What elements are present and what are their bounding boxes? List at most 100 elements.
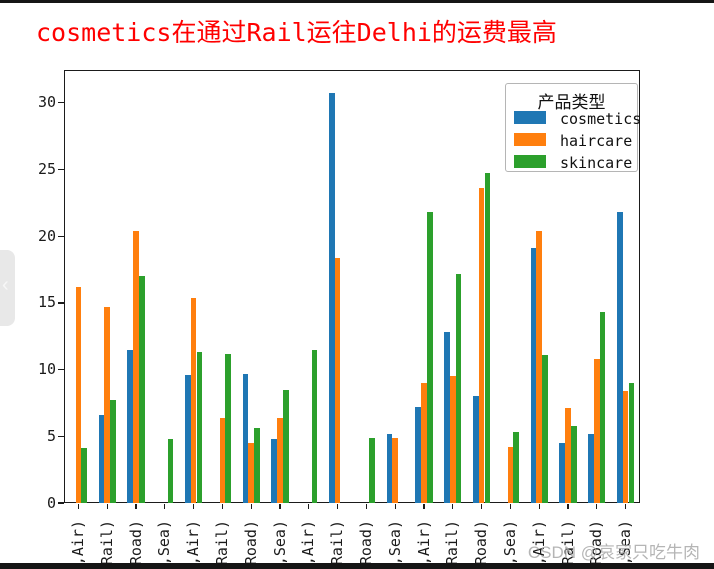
legend-title: 产品类型 xyxy=(537,93,606,113)
bar-skincare-4 xyxy=(167,439,174,503)
x-tick xyxy=(337,504,339,509)
x-tick-label-text: ,Road) xyxy=(126,520,145,569)
legend-label-cosmetics: cosmetics xyxy=(560,110,642,128)
y-tick-label: 20 xyxy=(37,226,56,245)
x-tick xyxy=(193,504,195,509)
x-tick-label-text: ,Road) xyxy=(356,520,375,569)
legend-label-skincare: skincare xyxy=(560,154,633,172)
y-tick-label: 10 xyxy=(37,360,56,379)
bar-cosmetics-5 xyxy=(184,374,191,503)
x-tick xyxy=(596,504,598,509)
bar-haircare-5 xyxy=(190,297,197,503)
bar-haircare-15 xyxy=(478,188,485,503)
bar-haircare-1 xyxy=(75,286,82,503)
x-tick-label: ,Sea) xyxy=(616,517,663,565)
bar-haircare-13 xyxy=(421,382,427,503)
bar-cosmetics-12 xyxy=(386,433,393,503)
bar-haircare-19 xyxy=(593,358,600,503)
bar-cosmetics-19 xyxy=(588,433,594,503)
watermark: CSDN @哀家只吃牛肉 xyxy=(527,543,700,562)
x-tick xyxy=(625,504,627,509)
chart-legend: 产品类型 cosmetics haircare skincare xyxy=(505,83,642,172)
bar-skincare-2 xyxy=(110,400,116,503)
x-tick xyxy=(481,504,483,509)
y-tick-label: 30 xyxy=(37,93,56,112)
y-tick xyxy=(58,435,64,437)
y-tick xyxy=(58,102,64,104)
bar-skincare-9 xyxy=(311,349,318,503)
bar-cosmetics-17 xyxy=(530,248,537,503)
legend-swatch-haircare xyxy=(514,133,546,146)
bar-cosmetics-7 xyxy=(242,373,249,503)
bar-cosmetics-2 xyxy=(98,414,105,503)
bar-haircare-7 xyxy=(248,443,255,503)
y-tick-label: 5 xyxy=(46,426,56,445)
bar-haircare-18 xyxy=(565,408,571,503)
x-tick-label-text: ,Rail) xyxy=(443,520,462,569)
side-panel-handle[interactable]: ‹ xyxy=(0,250,15,326)
bar-skincare-3 xyxy=(138,276,145,503)
x-tick-label-text: ,Air) xyxy=(414,520,433,566)
bar-skincare-14 xyxy=(455,273,462,503)
bar-skincare-18 xyxy=(570,425,577,503)
bar-haircare-17 xyxy=(536,230,543,503)
x-tick-label-text: ,Road) xyxy=(241,520,260,569)
x-tick xyxy=(308,504,310,509)
bar-cosmetics-8 xyxy=(271,439,278,503)
y-tick xyxy=(58,168,64,171)
y-tick-label: 25 xyxy=(37,159,56,178)
y-tick xyxy=(58,368,64,371)
x-tick xyxy=(365,504,368,509)
y-tick-label: 15 xyxy=(37,293,56,312)
bar-skincare-7 xyxy=(254,428,260,503)
x-tick-label-text: ,Sea) xyxy=(270,520,289,566)
bar-skincare-6 xyxy=(225,353,232,503)
y-tick xyxy=(58,302,64,304)
x-tick xyxy=(135,504,137,509)
x-tick-label-text: ,Road) xyxy=(472,520,491,569)
bar-haircare-6 xyxy=(219,417,226,503)
x-tick-label-text: ,Sea) xyxy=(385,520,404,566)
bar-skincare-16 xyxy=(513,432,520,503)
y-tick xyxy=(58,235,64,237)
bar-cosmetics-3 xyxy=(127,349,134,503)
legend-swatch-cosmetics xyxy=(514,111,546,124)
x-tick xyxy=(106,504,108,509)
bar-skincare-19 xyxy=(599,312,606,503)
bar-haircare-12 xyxy=(392,437,399,503)
x-tick-label-text: ,Air) xyxy=(299,520,318,566)
x-tick-label-text: ,Rail) xyxy=(212,520,231,569)
bar-haircare-14 xyxy=(449,376,456,503)
legend-swatch-skincare xyxy=(514,155,546,168)
x-tick xyxy=(279,504,281,509)
bar-cosmetics-10 xyxy=(328,93,335,503)
x-tick-label-text: ,Rail) xyxy=(97,520,116,569)
x-tick xyxy=(423,504,425,509)
bar-haircare-16 xyxy=(507,447,514,503)
bar-cosmetics-18 xyxy=(559,443,566,503)
chevron-left-icon: ‹ xyxy=(2,274,9,296)
bar-skincare-11 xyxy=(369,437,376,503)
bar-cosmetics-13 xyxy=(415,406,422,503)
x-tick xyxy=(77,504,80,509)
bar-skincare-20 xyxy=(628,382,635,503)
x-tick-label-text: ,Air) xyxy=(184,520,203,566)
x-tick xyxy=(250,504,252,509)
bar-skincare-13 xyxy=(426,212,433,503)
bar-skincare-15 xyxy=(484,173,491,503)
x-tick xyxy=(164,504,166,509)
bar-skincare-17 xyxy=(542,354,548,503)
bar-skincare-5 xyxy=(196,352,203,503)
x-tick xyxy=(538,504,540,509)
bar-haircare-10 xyxy=(334,257,341,503)
x-tick-label-text: ,Sea) xyxy=(500,520,519,566)
legend-label-haircare: haircare xyxy=(560,132,633,150)
bar-haircare-8 xyxy=(277,417,283,503)
bar-haircare-3 xyxy=(133,230,139,503)
x-tick xyxy=(394,504,396,509)
page-title: cosmetics在通过Rail运往Delhi的运费最高 xyxy=(36,18,557,47)
y-tick xyxy=(58,502,64,504)
x-tick xyxy=(567,504,569,509)
bar-cosmetics-15 xyxy=(472,396,479,503)
